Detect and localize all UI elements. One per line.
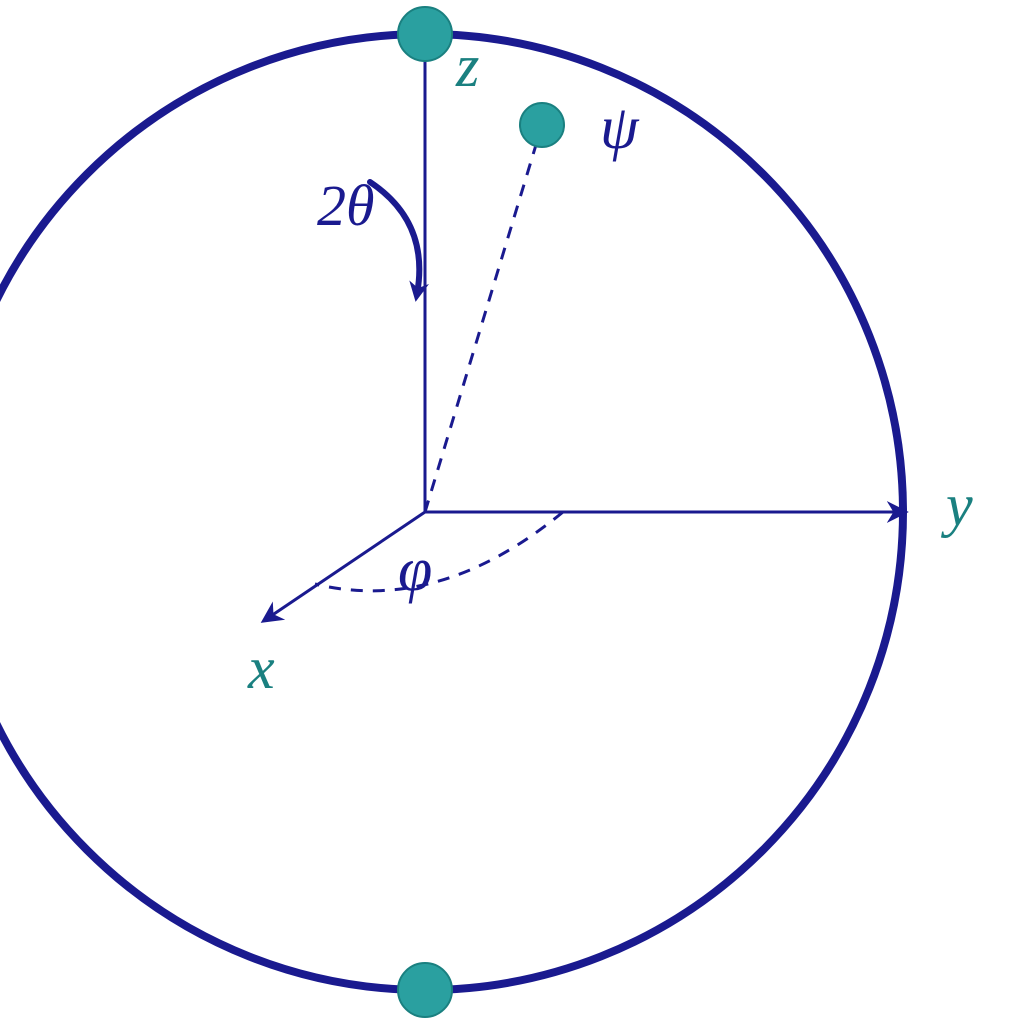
state-point-top: [398, 7, 452, 61]
x-axis-label: x: [247, 635, 275, 701]
state-point-bottom: [398, 963, 452, 1017]
theta-label: 2θ: [317, 173, 375, 238]
theta-arc: [370, 182, 419, 294]
y-axis-label: y: [940, 472, 973, 538]
state-vector-line: [425, 125, 542, 512]
bloch-sphere-diagram: z y x 2θ φ ψ: [0, 0, 1036, 1024]
phi-label: φ: [398, 536, 432, 604]
state-point-psi: [520, 103, 564, 147]
psi-label: ψ: [600, 94, 640, 162]
z-axis-label: z: [455, 33, 479, 99]
phi-arc: [315, 512, 563, 591]
